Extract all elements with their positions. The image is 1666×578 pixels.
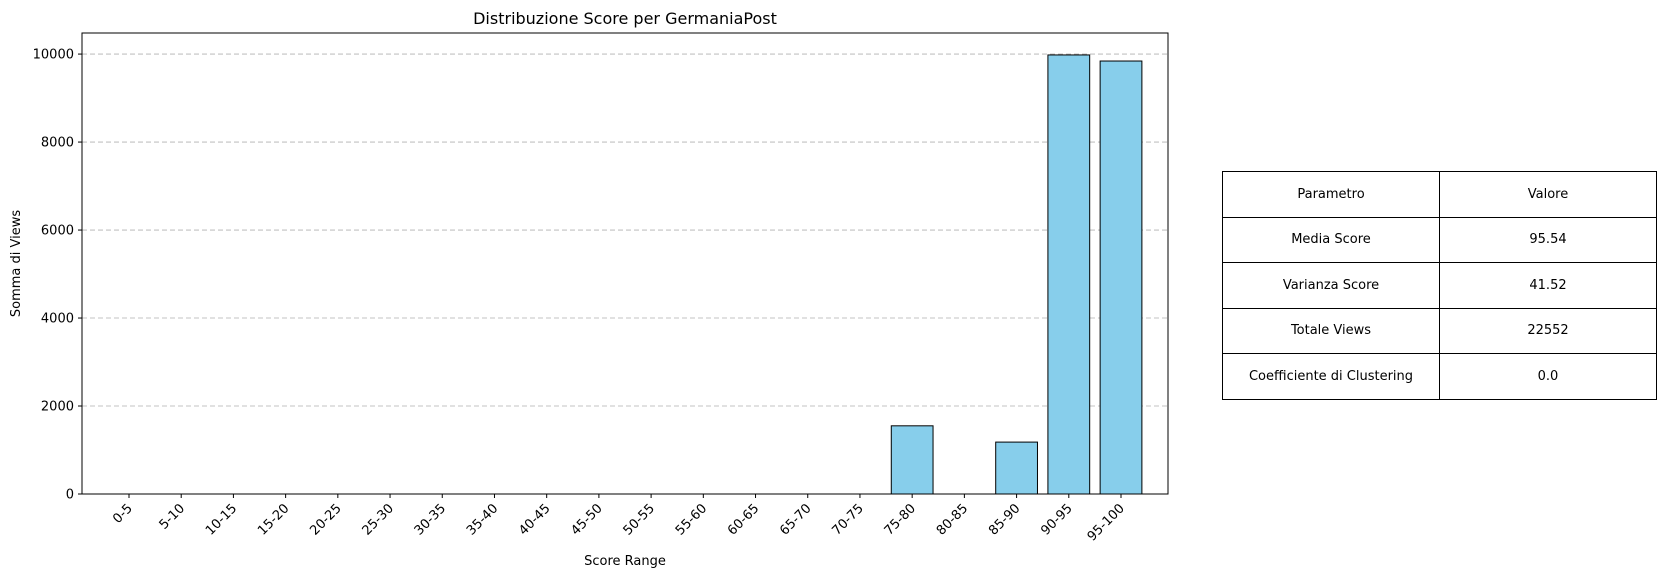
y-tick-label: 0: [66, 488, 74, 503]
y-tick-label: 6000: [41, 224, 74, 239]
x-tick-label: 40-45: [516, 501, 553, 538]
bar: [1099, 60, 1143, 495]
x-tick-label: 80-85: [934, 501, 971, 538]
table-cell-parameter: Coefficiente di Clustering: [1222, 353, 1440, 400]
chart-title: Distribuzione Score per GermaniaPost: [473, 9, 777, 28]
x-tick-label: 10-15: [203, 501, 240, 538]
x-tick-label: 30-35: [412, 501, 449, 538]
table-cell-value: 22552: [1439, 307, 1657, 354]
table-cell-value: 0.0: [1439, 353, 1657, 400]
x-tick-label: 65-70: [777, 501, 814, 538]
table-cell-value: 95.54: [1439, 216, 1657, 263]
x-tick-label: 0-5: [110, 501, 136, 527]
stats-table: Parametro Valore Media Score 95.54 Varia…: [1222, 171, 1657, 400]
y-tick-label: 10000: [33, 48, 74, 63]
table-row: Media Score 95.54: [1222, 216, 1657, 263]
x-tick-label: 15-20: [255, 501, 292, 538]
x-axis-label: Score Range: [584, 554, 666, 569]
table-row: Coefficiente di Clustering 0.0: [1222, 353, 1657, 400]
x-tick-label: 85-90: [986, 501, 1023, 538]
x-tick-label: 20-25: [307, 501, 344, 538]
table-cell-value: 41.52: [1439, 262, 1657, 309]
table-cell-parameter: Media Score: [1222, 216, 1440, 263]
table-header-cell: Valore: [1439, 171, 1657, 218]
bars: [890, 54, 1143, 495]
x-tick-label: 35-40: [464, 501, 501, 538]
x-axis-ticks: 0-5 5-10 10-15 15-20 20-25 25-30 30-35 35-40 40-…: [110, 494, 1128, 544]
table-header-cell: Parametro: [1222, 171, 1440, 218]
x-tick-label: 75-80: [882, 501, 919, 538]
bar: [995, 441, 1038, 495]
plot-frame: [81, 32, 1169, 495]
x-tick-label: 5-10: [157, 501, 188, 532]
x-tick-label: 60-65: [725, 501, 762, 538]
table-header-row: Parametro Valore: [1222, 171, 1657, 218]
x-tick-label: 50-55: [621, 501, 658, 538]
bar: [890, 425, 934, 495]
table-row: Varianza Score 41.52: [1222, 262, 1657, 309]
x-tick-label: 25-30: [360, 501, 397, 538]
y-axis-ticks: 0 2000 4000 6000 8000 10000: [33, 48, 82, 503]
table-row: Totale Views 22552: [1222, 307, 1657, 354]
y-axis-label: Somma di Views: [9, 210, 24, 317]
x-tick-label: 90-95: [1038, 501, 1075, 538]
grid-lines: [82, 53, 1168, 407]
bar: [1047, 54, 1091, 495]
table-cell-parameter: Totale Views: [1222, 307, 1440, 354]
x-tick-label: 95-100: [1085, 501, 1128, 544]
x-tick-label: 55-60: [673, 501, 710, 538]
y-tick-label: 2000: [41, 400, 74, 415]
y-tick-label: 8000: [41, 136, 74, 151]
table-cell-parameter: Varianza Score: [1222, 262, 1440, 309]
y-tick-label: 4000: [41, 312, 74, 327]
x-tick-label: 45-50: [568, 501, 605, 538]
x-tick-label: 70-75: [829, 501, 866, 538]
